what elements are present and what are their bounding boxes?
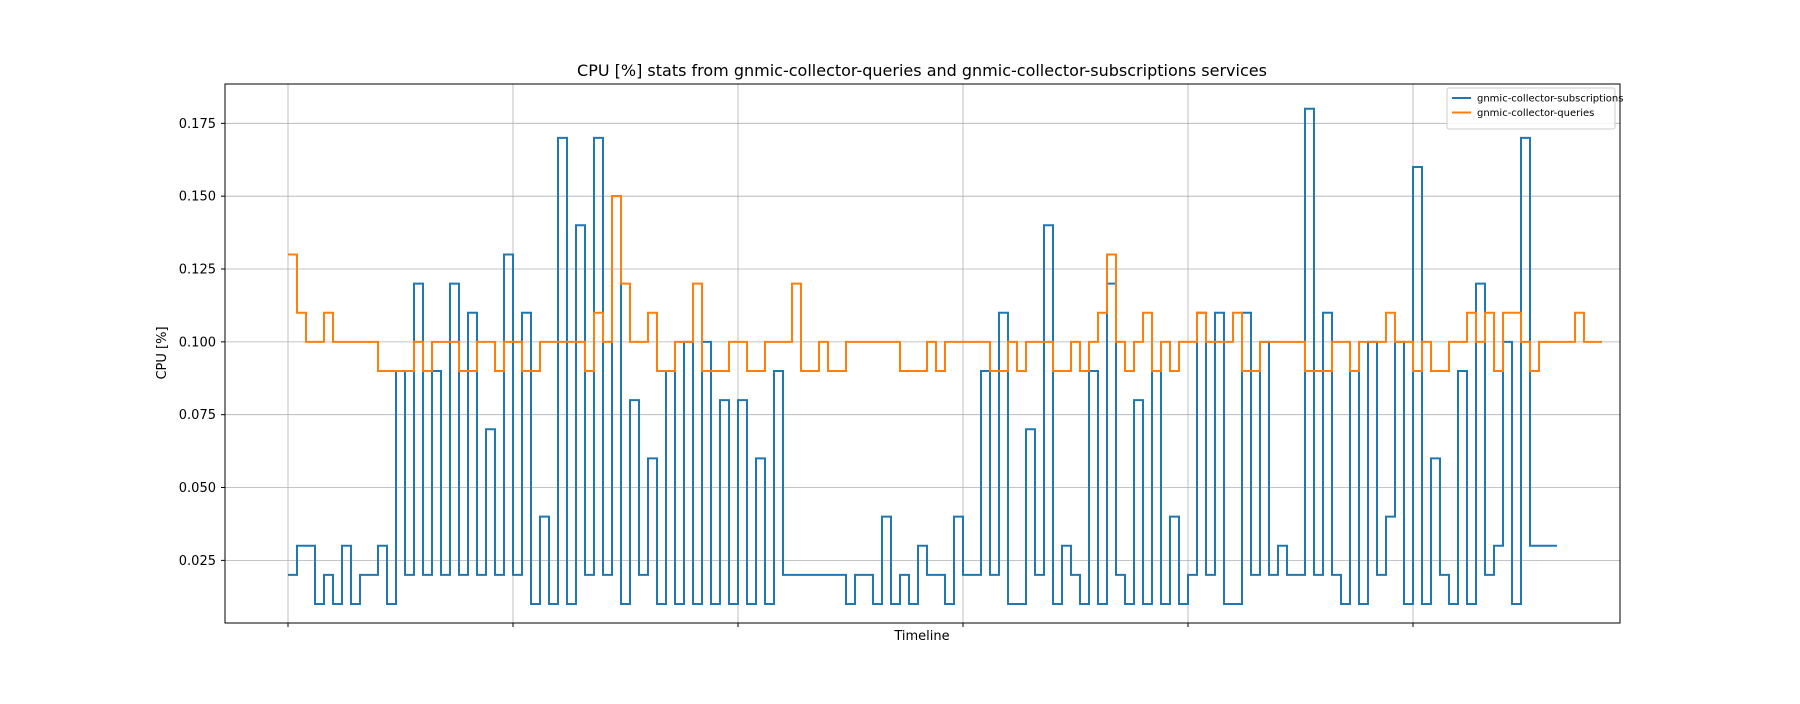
y-tick-label: 0.050 <box>179 481 216 496</box>
chart-title: CPU [%] stats from gnmic-collector-queri… <box>577 61 1267 80</box>
series-lines <box>288 107 1602 606</box>
y-axis-label: CPU [%] <box>155 326 170 379</box>
y-tick-label: 0.025 <box>179 554 216 569</box>
axis-ticks: 0.025 0.050 0.075 0.100 0.125 0.150 0.175 <box>179 117 1414 627</box>
plot-area <box>225 84 1620 623</box>
x-axis-label: Timeline <box>893 629 949 644</box>
legend-box <box>1446 87 1616 130</box>
series-line-0 <box>288 107 1557 606</box>
series-line-1 <box>288 195 1602 372</box>
y-tick-label: 0.075 <box>179 408 216 423</box>
legend-label: gnmic-collector-subscriptions <box>1477 94 1623 105</box>
legend: gnmic-collector-subscriptions gnmic-colle… <box>1446 87 1623 130</box>
y-tick-label: 0.175 <box>179 117 216 132</box>
plot-frame <box>224 83 1621 624</box>
y-tick-label: 0.125 <box>179 263 216 278</box>
legend-label: gnmic-collector-queries <box>1477 108 1594 119</box>
y-tick-label: 0.100 <box>179 335 216 350</box>
y-tick-label: 0.150 <box>179 190 216 205</box>
